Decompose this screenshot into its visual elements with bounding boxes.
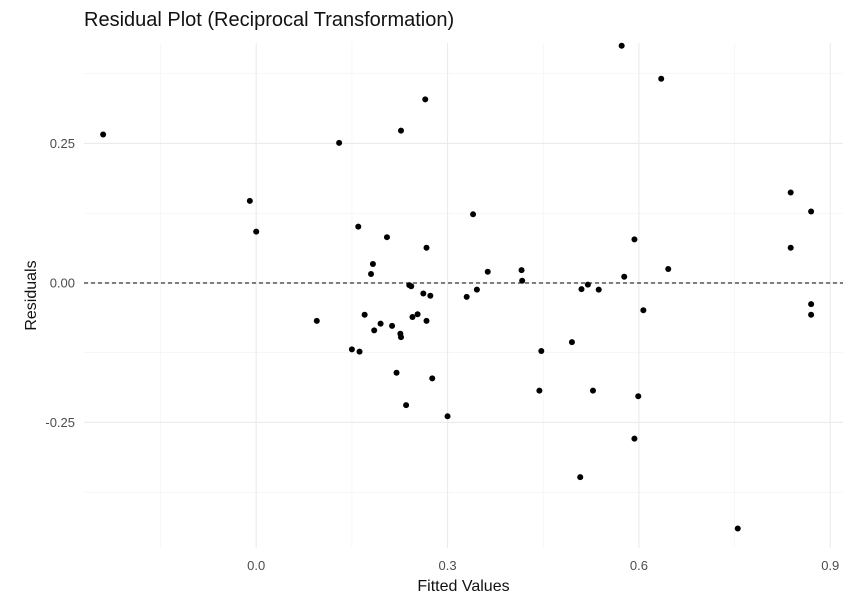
- x-axis-title: Fitted Values: [417, 578, 509, 595]
- data-point: [397, 127, 404, 134]
- data-point: [618, 42, 625, 49]
- x-tick-label: 0.0: [247, 558, 265, 573]
- data-point: [473, 286, 480, 293]
- data-point: [408, 283, 415, 290]
- data-point: [389, 322, 396, 329]
- data-point: [808, 311, 815, 318]
- data-point: [356, 348, 363, 355]
- data-point: [100, 131, 107, 138]
- data-point: [577, 474, 584, 481]
- minor-grid: [84, 43, 843, 548]
- data-point: [665, 265, 672, 272]
- major-grid: [84, 43, 843, 548]
- x-tick-label: 0.3: [439, 558, 457, 573]
- data-point: [787, 244, 794, 251]
- data-point: [470, 211, 477, 218]
- data-point: [429, 375, 436, 382]
- data-point: [409, 313, 416, 320]
- data-point: [589, 387, 596, 394]
- data-point: [423, 317, 430, 324]
- y-tick-label: 0.25: [50, 136, 75, 151]
- data-point: [595, 286, 602, 293]
- data-point: [518, 267, 525, 274]
- data-point: [403, 402, 410, 409]
- y-axis-title: Residuals: [23, 260, 40, 330]
- x-tick-label: 0.6: [630, 558, 648, 573]
- data-point: [414, 311, 421, 318]
- data-point: [635, 393, 642, 400]
- x-tick-labels: 0.0 0.3 0.6 0.9: [247, 558, 839, 573]
- data-point: [621, 273, 628, 280]
- data-point: [734, 525, 741, 532]
- data-points: [100, 42, 815, 532]
- data-point: [584, 281, 591, 288]
- data-point: [422, 96, 429, 103]
- data-point: [578, 286, 585, 293]
- data-point: [348, 346, 355, 353]
- data-point: [658, 75, 665, 82]
- data-point: [369, 260, 376, 267]
- data-point: [383, 234, 390, 241]
- data-point: [313, 317, 320, 324]
- data-point: [253, 228, 260, 235]
- data-point: [368, 271, 375, 278]
- data-point: [568, 339, 575, 346]
- y-tick-label: 0.00: [50, 275, 75, 290]
- data-point: [397, 334, 404, 341]
- y-tick-label: -0.25: [45, 415, 75, 430]
- data-point: [808, 208, 815, 215]
- data-point: [640, 307, 647, 314]
- data-point: [484, 268, 491, 275]
- data-point: [336, 139, 343, 146]
- data-point: [423, 244, 430, 251]
- data-point: [787, 189, 794, 196]
- data-point: [631, 236, 638, 243]
- data-point: [377, 320, 384, 327]
- data-point: [463, 293, 470, 300]
- chart-title: Residual Plot (Reciprocal Transformation…: [84, 9, 455, 31]
- data-point: [361, 311, 368, 318]
- x-tick-label: 0.9: [821, 558, 839, 573]
- data-point: [536, 387, 543, 394]
- data-point: [355, 223, 362, 230]
- data-point: [393, 369, 400, 376]
- data-point: [444, 413, 451, 420]
- data-point: [808, 301, 815, 308]
- data-point: [420, 290, 427, 297]
- data-point: [538, 348, 545, 355]
- data-point: [631, 435, 638, 442]
- data-point: [427, 292, 434, 299]
- data-point: [519, 277, 526, 284]
- y-tick-labels: -0.25 0.00 0.25: [45, 136, 75, 430]
- data-point: [371, 327, 378, 334]
- data-point: [246, 197, 253, 204]
